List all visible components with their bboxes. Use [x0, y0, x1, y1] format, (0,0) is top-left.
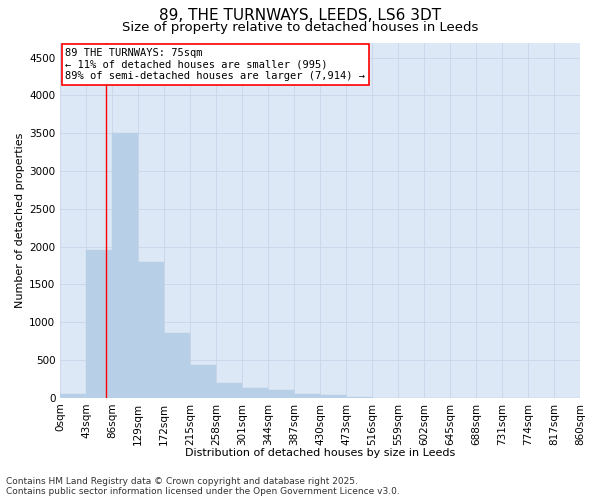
Bar	[190, 365, 216, 398]
Bar	[216, 382, 242, 398]
Bar	[86, 250, 112, 398]
Bar	[60, 394, 86, 398]
Bar	[294, 394, 320, 398]
X-axis label: Distribution of detached houses by size in Leeds: Distribution of detached houses by size …	[185, 448, 455, 458]
Bar	[138, 262, 164, 398]
Text: 89, THE TURNWAYS, LEEDS, LS6 3DT: 89, THE TURNWAYS, LEEDS, LS6 3DT	[159, 8, 441, 22]
Text: Size of property relative to detached houses in Leeds: Size of property relative to detached ho…	[122, 21, 478, 34]
Bar	[242, 388, 268, 398]
Text: 89 THE TURNWAYS: 75sqm
← 11% of detached houses are smaller (995)
89% of semi-de: 89 THE TURNWAYS: 75sqm ← 11% of detached…	[65, 48, 365, 81]
Bar	[320, 396, 346, 398]
Bar	[164, 334, 190, 398]
Bar	[112, 133, 138, 398]
Bar	[268, 390, 294, 398]
Text: Contains HM Land Registry data © Crown copyright and database right 2025.
Contai: Contains HM Land Registry data © Crown c…	[6, 476, 400, 496]
Y-axis label: Number of detached properties: Number of detached properties	[15, 132, 25, 308]
